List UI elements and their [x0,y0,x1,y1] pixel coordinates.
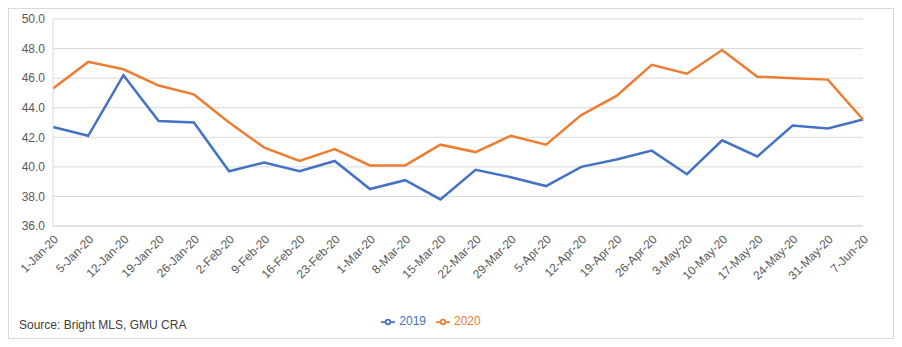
svg-text:22-Mar-20: 22-Mar-20 [434,232,484,282]
svg-text:2-Feb-20: 2-Feb-20 [192,232,238,277]
html-text:Source: Bright MLS, GMU CRA: Source: Bright MLS, GMU CRA [19,318,187,332]
html-text:2019: 2019 [399,314,426,328]
svg-text:16-Feb-20: 16-Feb-20 [258,232,308,282]
svg-text:19-Jan-20: 19-Jan-20 [118,232,167,281]
svg-text:46.0: 46.0 [22,71,46,85]
svg-text:5-Apr-20: 5-Apr-20 [511,232,555,276]
svg-text:17-May-20: 17-May-20 [715,232,766,283]
svg-text:23-Feb-20: 23-Feb-20 [294,232,343,281]
svg-text:48.0: 48.0 [22,42,46,56]
svg-text:8-Mar-20: 8-Mar-20 [369,232,414,277]
svg-text:5-Jan-20: 5-Jan-20 [53,232,97,276]
svg-text:1-Jan-20: 1-Jan-20 [18,232,62,276]
svg-text:31-May-20: 31-May-20 [785,232,836,283]
svg-text:24-May-20: 24-May-20 [750,232,801,283]
svg-text:29-Mar-20: 29-Mar-20 [470,232,519,281]
svg-text:50.0: 50.0 [22,12,46,26]
svg-text:9-Feb-20: 9-Feb-20 [228,232,273,277]
svg-text:12-Apr-20: 12-Apr-20 [541,232,590,280]
html-text:2020: 2020 [454,314,481,328]
svg-text:1-Mar-20: 1-Mar-20 [333,232,379,277]
svg-text:3-May-20: 3-May-20 [649,232,696,278]
svg-text:19-Apr-20: 19-Apr-20 [577,232,625,280]
svg-text:38.0: 38.0 [22,190,46,204]
svg-text:10-May-20: 10-May-20 [679,232,731,283]
svg-text:36.0: 36.0 [22,219,46,233]
svg-text:44.0: 44.0 [22,101,46,115]
svg-text:7-Jun-20: 7-Jun-20 [828,232,872,276]
svg-text:26-Apr-20: 26-Apr-20 [612,232,660,280]
svg-text:26-Jan-20: 26-Jan-20 [154,232,202,280]
svg-text:15-Mar-20: 15-Mar-20 [399,232,449,282]
svg-text:42.0: 42.0 [22,131,46,145]
svg-text:12-Jan-20: 12-Jan-20 [83,232,132,281]
svg-text:40.0: 40.0 [22,160,46,174]
